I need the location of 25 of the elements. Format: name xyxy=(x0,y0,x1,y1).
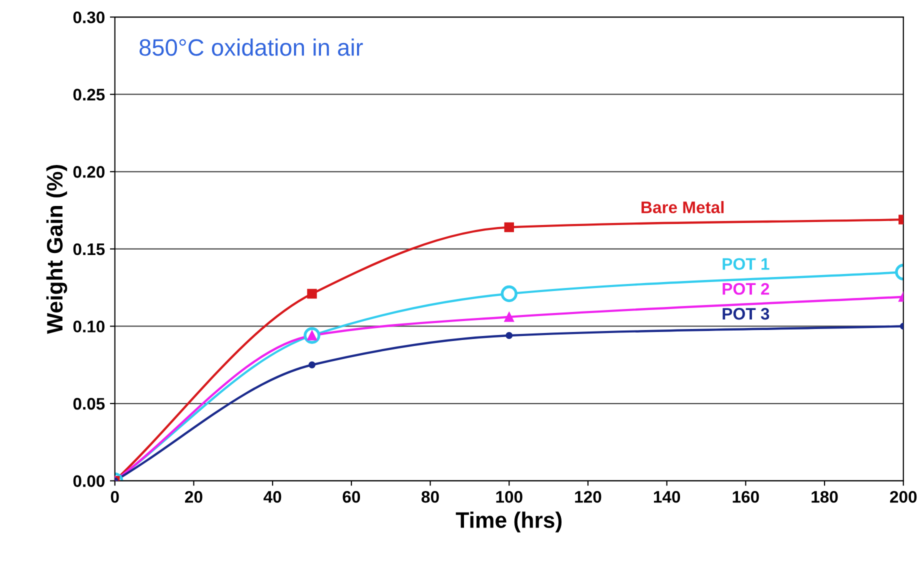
series-label: POT 1 xyxy=(722,258,770,270)
x-tick-label: 40 xyxy=(264,490,282,503)
x-tick-label: 140 xyxy=(654,490,680,503)
x-tick-label: 200 xyxy=(890,490,917,503)
y-tick-label: 0.30 xyxy=(73,11,104,24)
y-axis-title: Weight Gain (%) xyxy=(46,165,68,334)
x-tick-label: 120 xyxy=(575,490,602,503)
annotation: 850°C oxidation in air xyxy=(140,38,363,56)
x-tick-label: 80 xyxy=(422,490,439,503)
y-tick-label: 0.10 xyxy=(73,320,104,332)
x-axis-title: Time (hrs) xyxy=(456,512,562,532)
series-label: POT 2 xyxy=(722,282,770,295)
series-label: Bare Metal xyxy=(642,201,724,214)
x-tick-label: 20 xyxy=(185,490,202,503)
x-tick-label: 160 xyxy=(732,490,759,503)
x-tick-label: 180 xyxy=(812,490,838,503)
y-tick-label: 0.05 xyxy=(73,398,105,410)
x-tick-label: 60 xyxy=(342,490,360,503)
y-tick-label: 0.20 xyxy=(73,166,104,178)
y-tick-label: 0.00 xyxy=(73,475,104,488)
y-tick-label: 0.25 xyxy=(73,88,105,101)
y-tick-label: 0.15 xyxy=(73,243,105,256)
x-tick-label: 100 xyxy=(496,490,522,503)
series-label: POT 3 xyxy=(722,308,770,320)
x-tick-label: 0 xyxy=(110,490,119,503)
